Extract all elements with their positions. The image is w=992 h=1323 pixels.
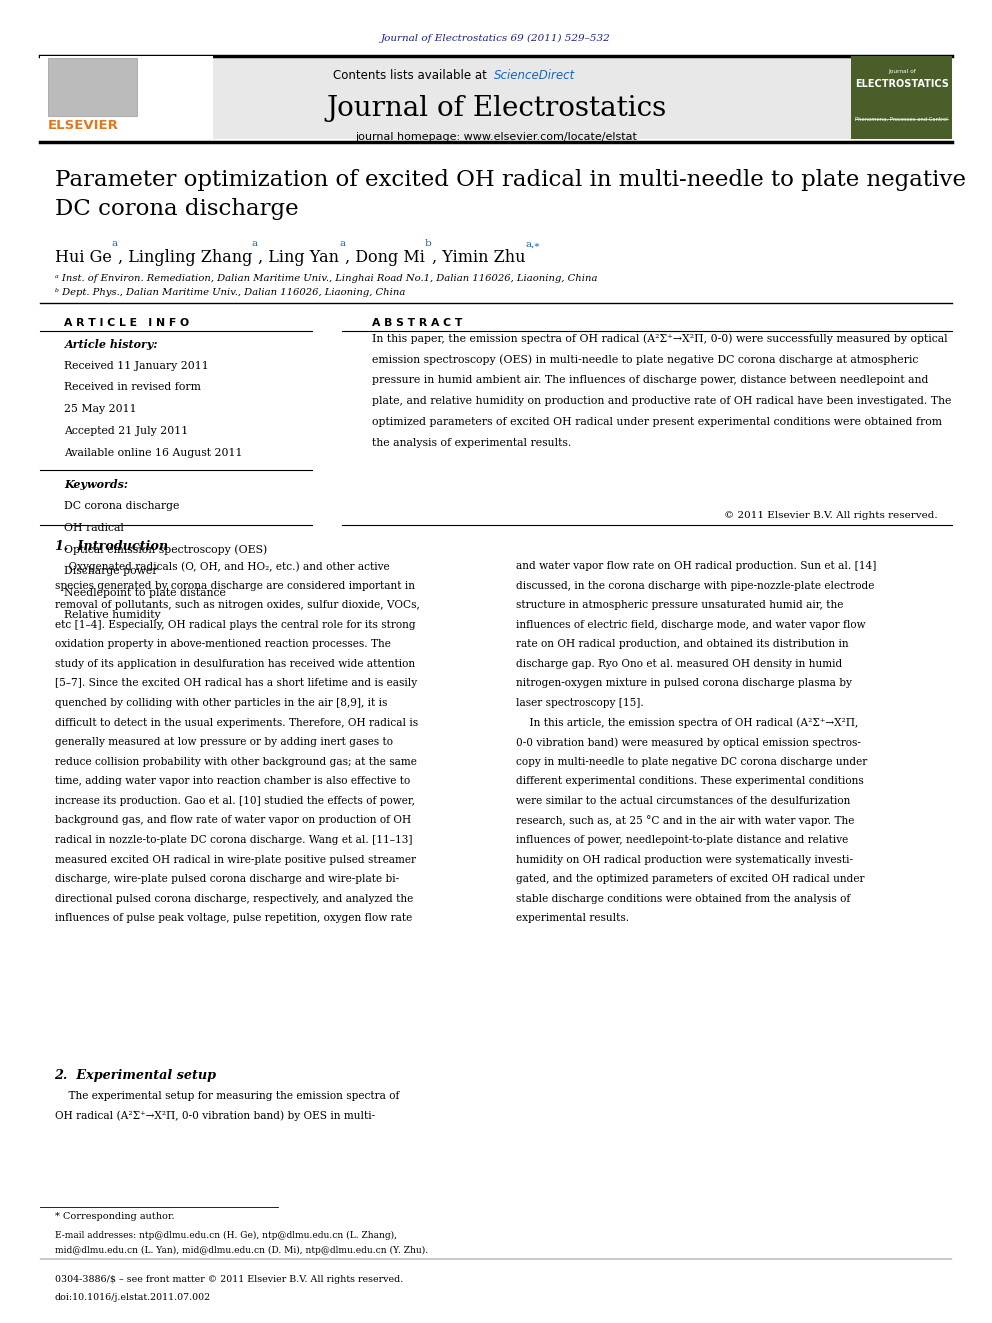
Text: , Dong Mi: , Dong Mi [345, 249, 425, 266]
Text: A R T I C L E   I N F O: A R T I C L E I N F O [64, 318, 189, 328]
Text: DC corona discharge: DC corona discharge [64, 500, 180, 511]
Text: Optical emission spectroscopy (OES): Optical emission spectroscopy (OES) [64, 545, 268, 554]
Text: discharge, wire-plate pulsed corona discharge and wire-plate bi-: discharge, wire-plate pulsed corona disc… [55, 875, 399, 884]
Text: Journal of Electrostatics: Journal of Electrostatics [326, 95, 666, 122]
Text: OH radical (A²Σ⁺→X²Π, 0-0 vibration band) by OES in multi-: OH radical (A²Σ⁺→X²Π, 0-0 vibration band… [55, 1111, 375, 1122]
Text: Available online 16 August 2011: Available online 16 August 2011 [64, 447, 243, 458]
Text: difficult to detect in the usual experiments. Therefore, OH radical is: difficult to detect in the usual experim… [55, 717, 418, 728]
Text: a: a [339, 239, 345, 249]
Text: Phenomena, Processes and Control: Phenomena, Processes and Control [855, 116, 948, 122]
Text: stable discharge conditions were obtained from the analysis of: stable discharge conditions were obtaine… [516, 894, 850, 904]
Bar [851, 56, 952, 139]
Text: gated, and the optimized parameters of excited OH radical under: gated, and the optimized parameters of e… [516, 875, 864, 884]
Text: , Ling Yan: , Ling Yan [258, 249, 339, 266]
Text: humidity on OH radical production were systematically investi-: humidity on OH radical production were s… [516, 855, 853, 865]
Text: directional pulsed corona discharge, respectively, and analyzed the: directional pulsed corona discharge, res… [55, 894, 413, 904]
Text: Contents lists available at: Contents lists available at [333, 69, 491, 82]
Text: mid@dlmu.edu.cn (L. Yan), mid@dlmu.edu.cn (D. Mi), ntp@dlmu.edu.cn (Y. Zhu).: mid@dlmu.edu.cn (L. Yan), mid@dlmu.edu.c… [55, 1246, 428, 1256]
Text: 2.  Experimental setup: 2. Experimental setup [55, 1069, 216, 1082]
Bar [40, 56, 952, 139]
Text: Received 11 January 2011: Received 11 January 2011 [64, 360, 209, 370]
Text: Needlepoint to plate distance: Needlepoint to plate distance [64, 587, 226, 598]
Text: optimized parameters of excited OH radical under present experimental conditions: optimized parameters of excited OH radic… [372, 417, 942, 427]
Text: different experimental conditions. These experimental conditions: different experimental conditions. These… [516, 777, 864, 786]
Text: oxidation property in above-mentioned reaction processes. The: oxidation property in above-mentioned re… [55, 639, 391, 650]
Text: ScienceDirect: ScienceDirect [494, 69, 575, 82]
Text: increase its production. Gao et al. [10] studied the effects of power,: increase its production. Gao et al. [10]… [55, 796, 415, 806]
Text: Journal of Electrostatics 69 (2011) 529–532: Journal of Electrostatics 69 (2011) 529–… [381, 33, 611, 42]
Text: In this paper, the emission spectra of OH radical (A²Σ⁺→X²Π, 0-0) were successfu: In this paper, the emission spectra of O… [372, 333, 947, 344]
Text: Parameter optimization of excited OH radical in multi-needle to plate negative
D: Parameter optimization of excited OH rad… [55, 169, 965, 220]
Text: discharge gap. Ryo Ono et al. measured OH density in humid: discharge gap. Ryo Ono et al. measured O… [516, 659, 842, 669]
Text: influences of electric field, discharge mode, and water vapor flow: influences of electric field, discharge … [516, 619, 865, 630]
Text: ELSEVIER: ELSEVIER [48, 119, 118, 132]
Text: influences of power, needlepoint-to-plate distance and relative: influences of power, needlepoint-to-plat… [516, 835, 848, 845]
Text: Accepted 21 July 2011: Accepted 21 July 2011 [64, 426, 188, 437]
Text: Article history:: Article history: [64, 339, 158, 349]
Text: Relative humidity: Relative humidity [64, 610, 161, 620]
Text: radical in nozzle-to-plate DC corona discharge. Wang et al. [11–13]: radical in nozzle-to-plate DC corona dis… [55, 835, 412, 845]
Text: nitrogen-oxygen mixture in pulsed corona discharge plasma by: nitrogen-oxygen mixture in pulsed corona… [516, 679, 852, 688]
Text: influences of pulse peak voltage, pulse repetition, oxygen flow rate: influences of pulse peak voltage, pulse … [55, 913, 412, 923]
Text: generally measured at low pressure or by adding inert gases to: generally measured at low pressure or by… [55, 737, 393, 747]
Text: ᵇ Dept. Phys., Dalian Maritime Univ., Dalian 116026, Liaoning, China: ᵇ Dept. Phys., Dalian Maritime Univ., Da… [55, 288, 405, 298]
Text: quenched by colliding with other particles in the air [8,9], it is: quenched by colliding with other particl… [55, 699, 387, 708]
Text: reduce collision probability with other background gas; at the same: reduce collision probability with other … [55, 757, 417, 767]
Text: doi:10.1016/j.elstat.2011.07.002: doi:10.1016/j.elstat.2011.07.002 [55, 1293, 210, 1302]
Text: removal of pollutants, such as nitrogen oxides, sulfur dioxide, VOCs,: removal of pollutants, such as nitrogen … [55, 601, 420, 610]
Text: plate, and relative humidity on production and productive rate of OH radical hav: plate, and relative humidity on producti… [372, 396, 951, 406]
Text: species generated by corona discharge are considered important in: species generated by corona discharge ar… [55, 581, 415, 590]
Text: Keywords:: Keywords: [64, 479, 129, 490]
Text: emission spectroscopy (OES) in multi-needle to plate negative DC corona discharg: emission spectroscopy (OES) in multi-nee… [372, 355, 919, 365]
Text: study of its application in desulfuration has received wide attention: study of its application in desulfuratio… [55, 659, 415, 669]
Text: etc [1–4]. Especially, OH radical plays the central role for its strong: etc [1–4]. Especially, OH radical plays … [55, 619, 416, 630]
Text: ELECTROSTATICS: ELECTROSTATICS [855, 79, 948, 90]
Text: , Lingling Zhang: , Lingling Zhang [118, 249, 252, 266]
Text: Hui Ge: Hui Ge [55, 249, 111, 266]
Text: Discharge power: Discharge power [64, 566, 158, 577]
Text: 25 May 2011: 25 May 2011 [64, 405, 137, 414]
Text: 1.  Introduction: 1. Introduction [55, 540, 168, 553]
Text: copy in multi-needle to plate negative DC corona discharge under: copy in multi-needle to plate negative D… [516, 757, 867, 767]
Text: rate on OH radical production, and obtained its distribution in: rate on OH radical production, and obtai… [516, 639, 848, 650]
Text: a: a [252, 239, 258, 249]
Text: research, such as, at 25 °C and in the air with water vapor. The: research, such as, at 25 °C and in the a… [516, 815, 854, 827]
Text: journal homepage: www.elsevier.com/locate/elstat: journal homepage: www.elsevier.com/locat… [355, 132, 637, 143]
Text: 0-0 vibration band) were measured by optical emission spectros-: 0-0 vibration band) were measured by opt… [516, 737, 861, 747]
Text: © 2011 Elsevier B.V. All rights reserved.: © 2011 Elsevier B.V. All rights reserved… [724, 511, 937, 520]
Text: discussed, in the corona discharge with pipe-nozzle-plate electrode: discussed, in the corona discharge with … [516, 581, 874, 590]
Text: b: b [425, 239, 432, 249]
Text: were similar to the actual circumstances of the desulfurization: were similar to the actual circumstances… [516, 796, 850, 806]
Text: * Corresponding author.: * Corresponding author. [55, 1212, 175, 1221]
Text: laser spectroscopy [15].: laser spectroscopy [15]. [516, 699, 644, 708]
Text: Journal of: Journal of [888, 69, 916, 74]
Text: The experimental setup for measuring the emission spectra of: The experimental setup for measuring the… [55, 1091, 399, 1101]
Text: , Yimin Zhu: , Yimin Zhu [432, 249, 526, 266]
Text: the analysis of experimental results.: the analysis of experimental results. [372, 438, 571, 448]
Bar [48, 58, 137, 116]
Text: Received in revised form: Received in revised form [64, 382, 201, 393]
Text: measured excited OH radical in wire-plate positive pulsed streamer: measured excited OH radical in wire-plat… [55, 855, 416, 865]
Text: pressure in humid ambient air. The influences of discharge power, distance betwe: pressure in humid ambient air. The influ… [372, 376, 929, 385]
Bar [40, 56, 213, 139]
Text: background gas, and flow rate of water vapor on production of OH: background gas, and flow rate of water v… [55, 815, 411, 826]
Text: OH radical: OH radical [64, 523, 124, 533]
Text: ᵃ Inst. of Environ. Remediation, Dalian Maritime Univ., Linghai Road No.1, Dalia: ᵃ Inst. of Environ. Remediation, Dalian … [55, 274, 597, 283]
Text: a,⁎: a,⁎ [526, 239, 540, 249]
Text: A B S T R A C T: A B S T R A C T [372, 318, 462, 328]
Text: 0304-3886/$ – see front matter © 2011 Elsevier B.V. All rights reserved.: 0304-3886/$ – see front matter © 2011 El… [55, 1275, 403, 1285]
Text: experimental results.: experimental results. [516, 913, 629, 923]
Text: structure in atmospheric pressure unsaturated humid air, the: structure in atmospheric pressure unsatu… [516, 601, 843, 610]
Text: Oxygenated radicals (O, OH, and HO₂, etc.) and other active: Oxygenated radicals (O, OH, and HO₂, etc… [55, 561, 389, 572]
Text: and water vapor flow rate on OH radical production. Sun et al. [14]: and water vapor flow rate on OH radical … [516, 561, 876, 572]
Text: E-mail addresses: ntp@dlmu.edu.cn (H. Ge), ntp@dlmu.edu.cn (L. Zhang),: E-mail addresses: ntp@dlmu.edu.cn (H. Ge… [55, 1230, 397, 1240]
Text: time, adding water vapor into reaction chamber is also effective to: time, adding water vapor into reaction c… [55, 777, 410, 786]
Text: [5–7]. Since the excited OH radical has a short lifetime and is easily: [5–7]. Since the excited OH radical has … [55, 679, 417, 688]
Text: a: a [111, 239, 118, 249]
Text: In this article, the emission spectra of OH radical (A²Σ⁺→X²Π,: In this article, the emission spectra of… [516, 717, 858, 728]
